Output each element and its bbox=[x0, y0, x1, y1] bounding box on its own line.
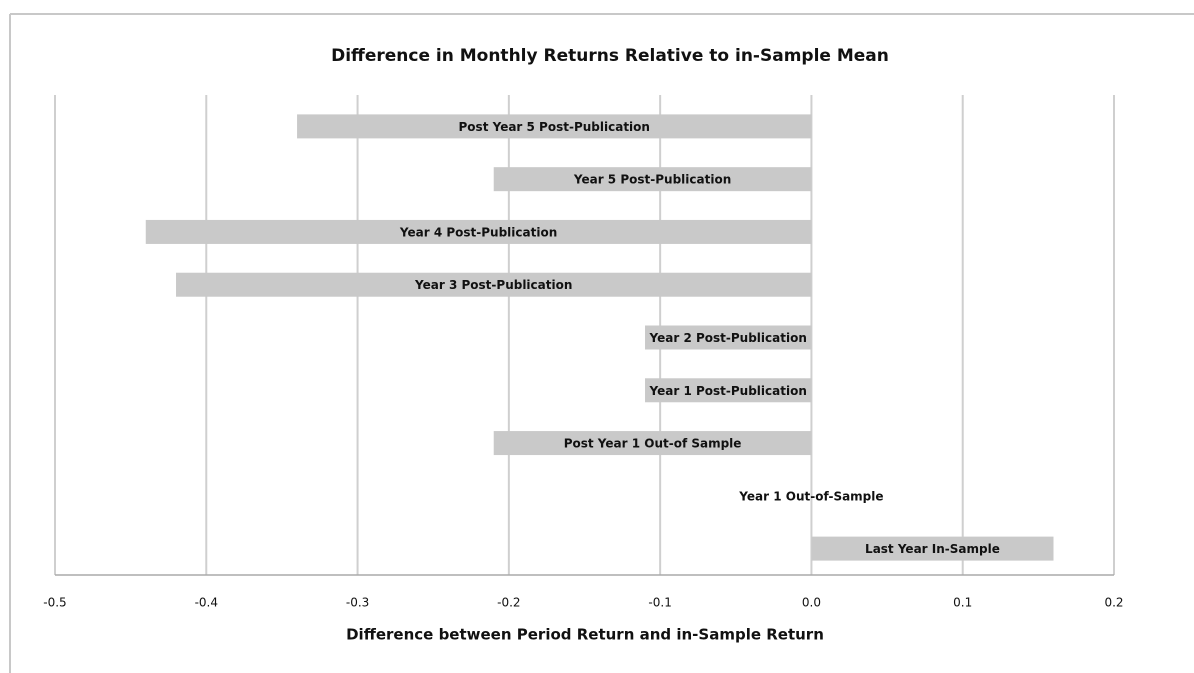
x-tick-label: -0.4 bbox=[195, 596, 218, 610]
x-tick-label: -0.3 bbox=[346, 596, 369, 610]
x-tick-label: 0.1 bbox=[953, 596, 972, 610]
x-tick-label: -0.5 bbox=[43, 596, 66, 610]
x-tick-label: 0.2 bbox=[1104, 596, 1123, 610]
bar bbox=[811, 536, 1054, 561]
bar bbox=[645, 325, 812, 350]
x-tick-label: -0.2 bbox=[497, 596, 520, 610]
bar-label: Year 1 Post-Publication bbox=[649, 384, 807, 398]
x-tick-label: 0.0 bbox=[802, 596, 821, 610]
bar-label: Post Year 1 Out-of Sample bbox=[564, 437, 742, 451]
bar-label: Year 5 Post-Publication bbox=[573, 173, 731, 187]
bar bbox=[297, 114, 812, 139]
bar bbox=[145, 219, 812, 244]
bar-label: Post Year 5 Post-Publication bbox=[459, 120, 650, 134]
bar bbox=[176, 272, 812, 297]
bar-label: Year 1 Out-of-Sample bbox=[738, 489, 883, 503]
x-tick-label: -0.1 bbox=[648, 596, 671, 610]
bar bbox=[645, 378, 812, 403]
bar-label: Year 4 Post-Publication bbox=[399, 225, 557, 239]
bar bbox=[493, 431, 812, 456]
bar-label: Year 3 Post-Publication bbox=[414, 278, 572, 292]
bar bbox=[493, 167, 812, 192]
bar-label: Year 2 Post-Publication bbox=[649, 331, 807, 345]
chart-title: Difference in Monthly Returns Relative t… bbox=[331, 46, 889, 66]
x-axis-label: Difference between Period Return and in-… bbox=[346, 626, 824, 644]
bar-label: Last Year In-Sample bbox=[865, 542, 1000, 556]
